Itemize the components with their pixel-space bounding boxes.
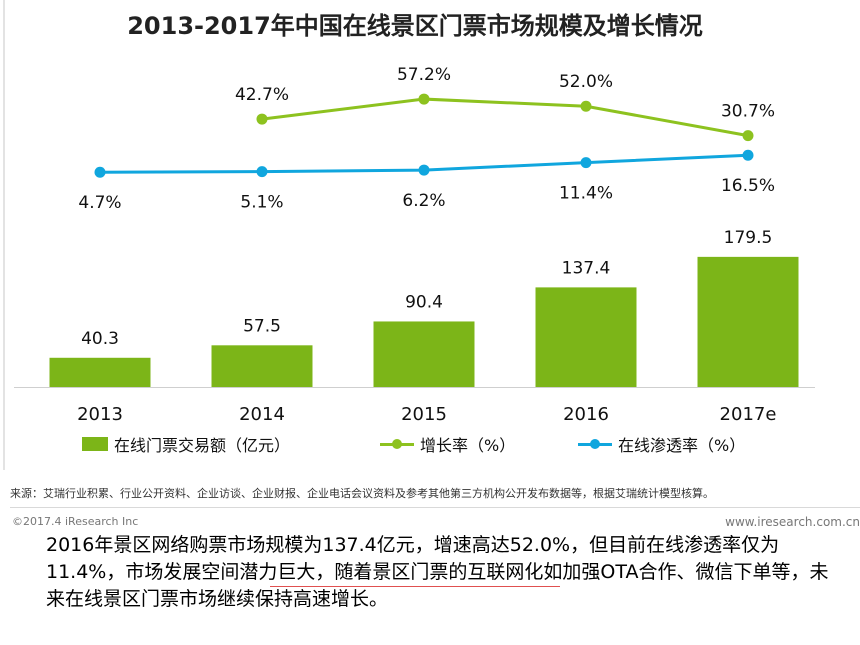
growth-point-2014 <box>256 113 268 125</box>
legend-item-growth: 增长率（%） <box>380 433 515 455</box>
legend-growth-swatch <box>380 437 414 451</box>
bar-2016 <box>535 287 637 387</box>
growth-point-2017e <box>742 130 754 142</box>
legend-bar-label: 在线门票交易额（亿元） <box>114 436 291 455</box>
bar-2017e <box>697 256 799 387</box>
bar-label-2015: 90.4 <box>405 292 443 312</box>
bar-label-2016: 137.4 <box>562 258 611 278</box>
x-tick-2016: 2016 <box>563 404 609 425</box>
x-tick-2017e: 2017e <box>720 404 777 425</box>
penetration-label-2015: 6.2% <box>402 191 445 211</box>
penetration-label-2014: 5.1% <box>240 193 283 213</box>
growth-point-2016 <box>580 100 592 112</box>
penetration-point-2015 <box>418 164 430 176</box>
copyright-text: ©2017.4 iResearch Inc <box>12 515 139 528</box>
growth-label-2016: 52.0% <box>559 72 613 92</box>
bar-label-2013: 40.3 <box>81 329 119 349</box>
legend-growth-label: 增长率（%） <box>420 436 516 455</box>
legend-penetration-swatch <box>578 437 612 451</box>
combo-chart: 40.3 57.5 90.4 137.4 179.5 2013 2014 2015 2016 20… <box>14 65 815 425</box>
growth-rate-line <box>261 97 749 138</box>
x-tick-2014: 2014 <box>239 404 285 425</box>
bar-2013 <box>49 357 151 387</box>
legend-item-penetration: 在线渗透率（%） <box>578 433 745 455</box>
growth-label-2017e: 30.7% <box>721 102 775 122</box>
summary-paragraph: 2016年景区网络购票市场规模为137.4亿元，增速高达52.0%，但目前在线渗… <box>46 534 829 610</box>
penetration-label-2017e: 16.5% <box>721 176 775 196</box>
red-underline <box>270 586 560 587</box>
legend-bar-swatch <box>82 437 108 451</box>
legend-penetration-label: 在线渗透率（%） <box>618 436 746 455</box>
growth-label-2014: 42.7% <box>235 85 289 105</box>
penetration-point-2016 <box>580 157 592 169</box>
website-text: www.iresearch.com.cn <box>725 515 860 529</box>
penetration-point-2014 <box>256 166 268 178</box>
x-tick-2015: 2015 <box>401 404 447 425</box>
growth-label-2015: 57.2% <box>397 65 451 85</box>
footer-divider <box>10 507 860 508</box>
x-tick-2013: 2013 <box>77 404 123 425</box>
source-note: 来源：艾瑞行业积累、行业公开资料、企业访谈、企业财报、企业电话会议资料及参考其他… <box>10 487 714 500</box>
bar-label-2014: 57.5 <box>243 316 281 336</box>
growth-point-2015 <box>418 93 430 105</box>
penetration-point-2013 <box>94 166 106 178</box>
penetration-point-2017e <box>742 149 754 161</box>
bar-2015 <box>373 321 475 387</box>
legend-item-bar: 在线门票交易额（亿元） <box>82 433 290 455</box>
bar-label-2017e: 179.5 <box>724 228 773 248</box>
penetration-label-2016: 11.4% <box>559 184 613 204</box>
penetration-label-2013: 4.7% <box>78 193 121 213</box>
left-border-rule <box>3 0 5 470</box>
chart-title: 2013-2017年中国在线景区门票市场规模及增长情况 <box>127 12 703 40</box>
bar-2014 <box>211 345 313 387</box>
